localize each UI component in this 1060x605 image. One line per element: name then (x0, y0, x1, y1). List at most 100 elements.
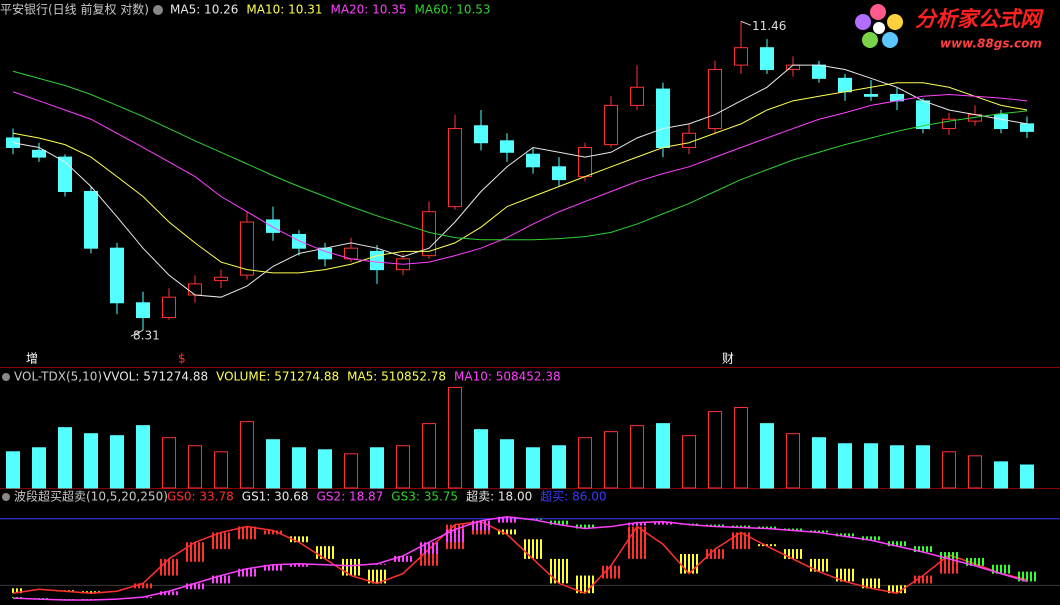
volume-bar (6, 451, 20, 489)
event-marker: 增 (26, 352, 38, 366)
volume-bar (864, 443, 878, 489)
volume-bar (734, 407, 748, 489)
volume-bar (32, 447, 46, 489)
legend-entry: MA60: 10.53 (415, 3, 491, 17)
candle-body (812, 64, 826, 79)
legend-entry: MA10: 10.31 (246, 3, 322, 17)
logo-petal (862, 32, 878, 48)
volume-bar (552, 445, 566, 489)
legend-entry: VOLUME: 571274.88 (216, 370, 339, 384)
candle-body (84, 190, 98, 249)
ma-line (12, 70, 1028, 241)
candle-body (474, 125, 488, 144)
candle-body (942, 118, 956, 130)
logo-petal (870, 4, 886, 20)
legend-entry: GS1: 30.68 (242, 490, 309, 504)
candle-body (994, 114, 1008, 130)
volume-bar (812, 437, 826, 489)
volume-bar (474, 429, 488, 489)
volume-bar (708, 411, 722, 489)
candle-body (838, 77, 852, 93)
volume-bar (630, 425, 644, 489)
candle-body (656, 88, 670, 148)
indicator-line (12, 520, 1028, 595)
panel-title: VOL-TDX(5,10) (14, 370, 102, 384)
volume-bar (942, 451, 956, 489)
candle-body (58, 156, 72, 192)
volume-bar (656, 423, 670, 489)
brand-url: www.88gs.com (940, 37, 1042, 51)
candle-body (500, 140, 514, 153)
high-label: 11.46 (752, 19, 786, 33)
candle-body (552, 166, 566, 181)
legend-entry: GS3: 35.75 (391, 490, 458, 504)
event-marker: 财 (722, 352, 734, 366)
volume-bar (110, 435, 124, 489)
candle-body (292, 233, 306, 249)
volume-bar (318, 449, 332, 489)
candle-body (604, 104, 618, 146)
indicator-line (12, 516, 1028, 601)
logo-petal (887, 14, 903, 30)
legend-entry: MA20: 10.35 (330, 3, 406, 17)
level-label: 超卖: 18.00 (466, 489, 532, 504)
volume-bar (604, 431, 618, 489)
volume-bar (344, 453, 358, 489)
legend-entry: MA5: 510852.78 (347, 370, 446, 384)
candle-body (266, 219, 280, 233)
candle-body (760, 47, 774, 70)
settings-icon[interactable] (2, 493, 10, 501)
volume-bar (578, 437, 592, 489)
event-marker: $ (178, 352, 186, 366)
volume-bar (84, 433, 98, 489)
volume-bar (58, 427, 72, 489)
low-label: 8.31 (133, 329, 160, 343)
legend-entry: GS2: 18.87 (317, 490, 384, 504)
candle-body (110, 247, 124, 304)
candle-body (188, 283, 202, 296)
candle-body (526, 153, 540, 168)
ma-line (12, 91, 1028, 265)
candle-body (136, 302, 150, 319)
candle-body (162, 296, 176, 319)
volume-bar (136, 425, 150, 489)
candle-body (448, 128, 462, 208)
brand-name: 分析家公式网 (915, 7, 1044, 31)
candle-body (630, 86, 644, 106)
volume-bar (240, 421, 254, 489)
level-label: 超买: 86.00 (540, 489, 606, 504)
volume-bar (292, 447, 306, 489)
volume-bar (214, 451, 228, 489)
volume-bar (188, 445, 202, 489)
volume-bar (162, 437, 176, 489)
logo-petal (855, 14, 871, 30)
annotation-line (130, 329, 144, 337)
logo-center (873, 22, 885, 34)
volume-bar (838, 443, 852, 489)
legend-entry: VVOL: 571274.88 (103, 370, 208, 384)
volume-bar (890, 445, 904, 489)
legend-entry: MA5: 10.26 (170, 3, 238, 17)
volume-bar (682, 435, 696, 489)
candle-body (916, 100, 930, 130)
volume-bar (500, 439, 514, 489)
volume-bar (422, 423, 436, 489)
volume-bar (760, 423, 774, 489)
volume-bar (448, 386, 462, 489)
settings-icon[interactable] (2, 373, 10, 381)
candle-body (734, 47, 748, 66)
logo-petal (882, 32, 898, 48)
annotation-line (740, 20, 752, 26)
settings-icon[interactable] (153, 5, 163, 15)
ma-line (12, 64, 1028, 298)
volume-bar (370, 447, 384, 489)
candle-body (708, 68, 722, 130)
volume-bar (526, 447, 540, 489)
volume-bar (266, 439, 280, 489)
volume-bar (786, 433, 800, 489)
volume-bar (1020, 464, 1034, 489)
volume-bar (994, 461, 1008, 489)
